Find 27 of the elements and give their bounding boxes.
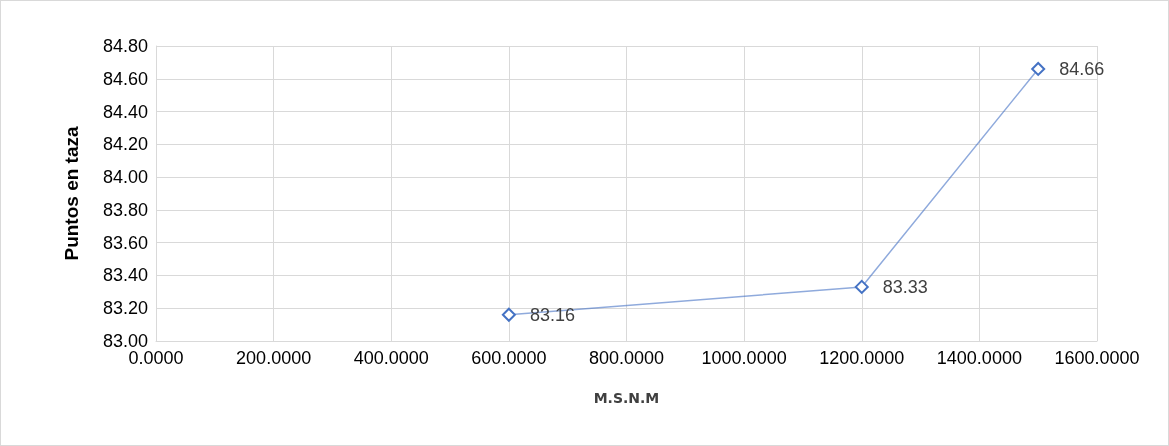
x-tick-label: 1000.0000 (701, 348, 787, 368)
y-tick-label: 83.80 (102, 199, 148, 220)
y-tick-label: 84.40 (102, 101, 148, 122)
y-tick-label: 83.20 (102, 298, 148, 319)
point (501, 307, 516, 322)
x-tick-label: 600.0000 (471, 348, 547, 368)
point (854, 279, 869, 294)
x-tick-label: 1600.0000 (1054, 348, 1140, 368)
x-tick-label: 200.0000 (236, 348, 312, 368)
x-tick-label: 400.0000 (353, 348, 429, 368)
x-axis-title: M.S.N.M (593, 390, 660, 406)
y-tick-label: 84.00 (102, 167, 148, 188)
x-tick-label: 800.0000 (588, 348, 665, 368)
y-tick-label: 83.40 (102, 265, 148, 286)
x-tick-label: 1400.0000 (936, 348, 1022, 368)
y-axis-title: Puntos en taza (61, 126, 82, 261)
data-label: 83.16 (529, 304, 575, 325)
y-tick-label: 84.60 (102, 68, 148, 89)
x-tick-label: 0.0000 (128, 348, 184, 368)
point (1031, 61, 1046, 76)
data-label: 83.33 (882, 276, 928, 297)
y-tick-label: 83.60 (102, 232, 148, 253)
y-tick-label: 84.20 (102, 134, 148, 155)
y-tick-label: 83.00 (102, 331, 148, 351)
x-tick-label: 1200.0000 (819, 348, 905, 368)
y-tick-label: 84.80 (102, 36, 148, 56)
data-label: 84.66 (1059, 58, 1105, 79)
